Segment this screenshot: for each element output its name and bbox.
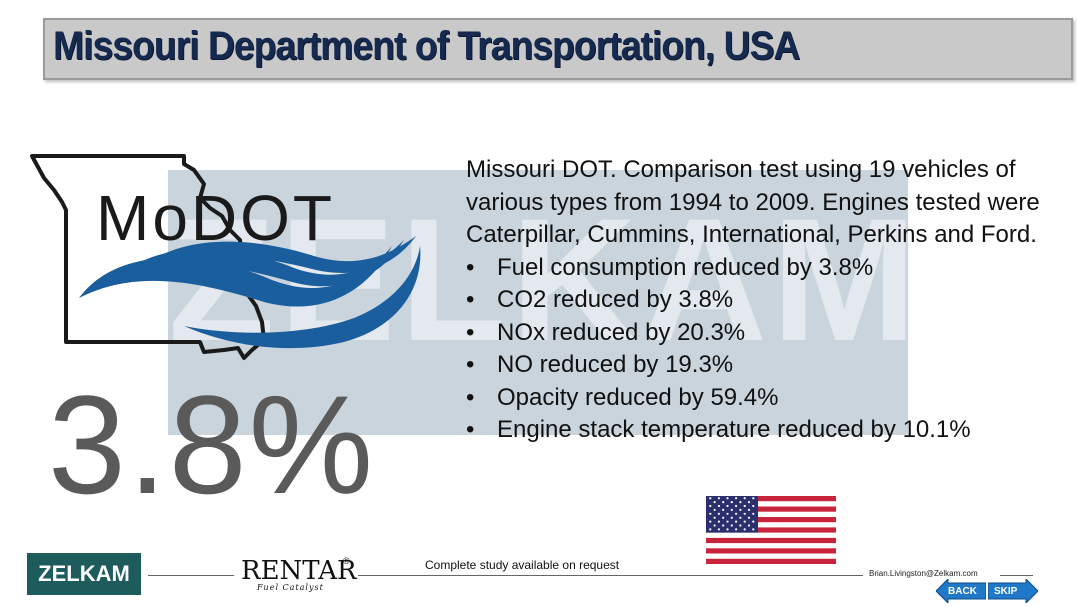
flag-star xyxy=(739,524,742,527)
list-item: • NO reduced by 19.3% xyxy=(466,349,1046,382)
flag-star xyxy=(722,524,725,527)
footer-divider xyxy=(358,575,863,576)
results-list: • Fuel consumption reduced by 3.8% • CO2 r… xyxy=(466,252,1046,447)
flag-star xyxy=(717,520,720,523)
footer-divider xyxy=(1000,575,1033,576)
rentar-logo: RENTAR ® Fuel Catalyst xyxy=(241,556,357,594)
flag-star xyxy=(739,501,742,504)
footer-divider xyxy=(148,575,234,576)
flag-star xyxy=(730,508,733,511)
bullet-icon: • xyxy=(466,318,475,346)
zelkam-logo: ZELKAM xyxy=(27,553,141,595)
flag-star xyxy=(739,516,742,519)
flag-star xyxy=(717,528,720,531)
missouri-outline-icon xyxy=(30,154,266,360)
list-item: • NOx reduced by 20.3% xyxy=(466,317,1046,350)
flag-star xyxy=(717,504,720,508)
list-item-text: NO reduced by 19.3% xyxy=(497,351,734,378)
page-title: Missouri Department of Transportation, U… xyxy=(53,24,800,68)
flag-star xyxy=(726,520,729,523)
flag-star xyxy=(717,497,720,500)
bullet-icon: • xyxy=(466,383,475,411)
flag-star xyxy=(752,504,755,508)
flag-star xyxy=(722,516,725,519)
flag-star xyxy=(726,497,729,500)
flag-star xyxy=(735,528,738,531)
flag-star xyxy=(743,504,746,508)
flag-star xyxy=(743,512,746,515)
list-item-text: NOx reduced by 20.3% xyxy=(497,318,746,346)
back-label: BACK xyxy=(948,586,977,597)
title-bar: Missouri Department of Transportation, U… xyxy=(43,18,1073,80)
list-item-text: Engine stack temperature reduced by 10.1… xyxy=(497,416,971,443)
flag-star xyxy=(726,512,729,515)
headline-stat: 3.8% xyxy=(48,366,376,523)
skip-label: SKIP xyxy=(994,586,1018,597)
flag-star xyxy=(726,528,729,531)
flag-star xyxy=(743,520,746,523)
flag-star xyxy=(743,528,746,531)
list-item: • Engine stack temperature reduced by 10.… xyxy=(466,414,1046,447)
flag-star xyxy=(709,512,712,515)
flag-star xyxy=(752,520,755,523)
registered-mark: ® xyxy=(343,556,350,566)
flag-star xyxy=(730,524,733,527)
arrow-left-icon xyxy=(936,579,986,603)
flag-star xyxy=(739,508,742,511)
us-flag-icon xyxy=(706,496,836,564)
description-block: Missouri DOT. Comparison test using 19 v… xyxy=(466,154,1046,447)
flag-star xyxy=(735,520,738,523)
flag-star xyxy=(709,528,712,531)
list-item: • Opacity reduced by 59.4% xyxy=(466,382,1046,415)
bullet-icon: • xyxy=(466,286,475,313)
flag-star xyxy=(722,501,725,504)
flag-star xyxy=(709,504,712,508)
study-note: Complete study available on request xyxy=(425,558,620,572)
flag-star xyxy=(752,528,755,531)
rentar-subtitle: Fuel Catalyst xyxy=(257,583,324,592)
flag-star xyxy=(752,512,755,515)
flag-star xyxy=(735,504,738,508)
flag-star xyxy=(747,508,751,511)
rentar-name: RENTAR xyxy=(241,556,357,586)
modot-logo: MoDOT xyxy=(30,154,421,360)
bullet-icon: • xyxy=(466,351,475,378)
flag-star xyxy=(709,520,712,523)
list-item: • Fuel consumption reduced by 3.8% xyxy=(466,252,1046,285)
back-button[interactable]: BACK xyxy=(936,579,986,603)
description-intro: Missouri DOT. Comparison test using 19 v… xyxy=(466,156,1040,248)
flag-star xyxy=(713,516,716,519)
list-item-text: Opacity reduced by 59.4% xyxy=(497,383,779,411)
flag-star xyxy=(752,497,755,500)
flag-star xyxy=(747,516,751,519)
flag-star xyxy=(735,512,738,515)
list-item-text: Fuel consumption reduced by 3.8% xyxy=(497,253,874,281)
flag-star xyxy=(743,497,746,500)
flag-star xyxy=(717,512,720,515)
flag-star xyxy=(713,501,716,504)
bullet-icon: • xyxy=(466,416,475,443)
flag-star xyxy=(735,497,738,500)
flag-star xyxy=(722,508,725,511)
arrow-right-icon xyxy=(988,579,1038,603)
flag-star xyxy=(713,524,716,527)
watermark-panel: ZELKAM xyxy=(168,170,917,435)
skip-button[interactable]: SKIP xyxy=(988,579,1038,603)
flag-star xyxy=(730,516,733,519)
flag-star xyxy=(747,501,751,504)
contact-email: Brian.Livingston@Zelkam.com xyxy=(869,569,978,578)
flag-star xyxy=(730,501,733,504)
flag-star xyxy=(747,524,751,527)
list-item-text: CO2 reduced by 3.8% xyxy=(497,286,734,313)
bullet-icon: • xyxy=(466,253,475,281)
flag-star xyxy=(713,508,716,511)
logo-text: MoDOT xyxy=(96,182,335,254)
list-item: • CO2 reduced by 3.8% xyxy=(466,284,1046,317)
flag-star xyxy=(726,504,729,508)
flag-star xyxy=(709,497,712,500)
